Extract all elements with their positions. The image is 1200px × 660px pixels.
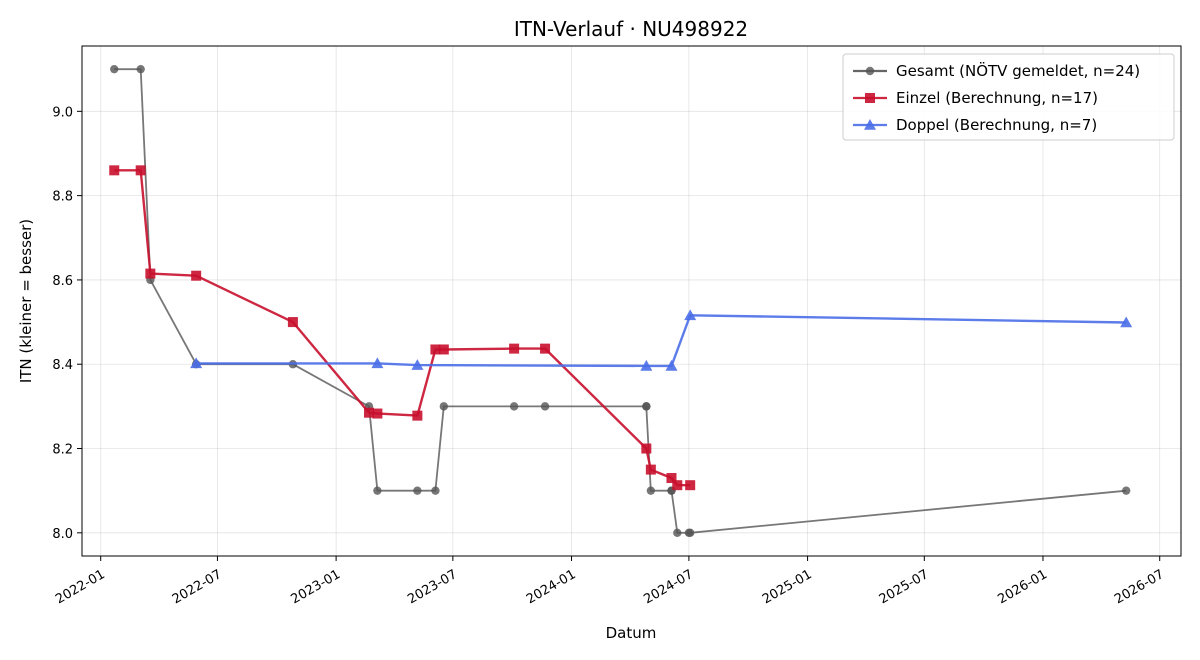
data-point — [190, 357, 203, 369]
data-point — [413, 486, 422, 495]
data-point — [110, 64, 119, 74]
data-point — [685, 528, 695, 538]
data-point — [412, 410, 423, 421]
data-point — [135, 165, 146, 176]
data-point — [666, 473, 677, 484]
data-point — [430, 344, 441, 355]
legend-entry: Doppel (Berechnung, n=7) — [853, 116, 1097, 134]
data-point — [646, 486, 656, 495]
data-point — [540, 343, 551, 354]
y-tick-label: 8.8 — [52, 190, 73, 205]
data-point — [364, 407, 375, 418]
data-point — [673, 528, 682, 538]
data-point — [1120, 316, 1133, 328]
data-point — [145, 268, 156, 279]
data-point — [640, 359, 653, 371]
x-axis-title: Datum — [606, 624, 657, 642]
data-point — [438, 344, 449, 355]
y-axis-title: ITN (kleiner = besser) — [17, 219, 35, 383]
legend-label: Einzel (Berechnung, n=17) — [896, 89, 1098, 107]
legend-marker — [865, 66, 875, 76]
data-point — [191, 270, 202, 281]
data-point — [136, 64, 145, 74]
series-layer — [109, 64, 1133, 538]
plot-frame — [81, 45, 1182, 557]
y-tick-label: 9.0 — [52, 105, 73, 120]
data-point — [645, 464, 656, 475]
series-circle — [110, 64, 1131, 538]
legend: Gesamt (NÖTV gemeldet, n=24) Einzel (Bere… — [842, 53, 1175, 141]
data-point — [411, 359, 424, 370]
data-point — [509, 402, 519, 411]
data-point — [287, 317, 298, 328]
data-point — [431, 486, 440, 495]
chart-title: ITN-Verlauf · NU498922 — [514, 17, 748, 41]
legend-label: Gesamt (NÖTV gemeldet, n=24) — [896, 61, 1140, 80]
data-point — [371, 357, 384, 369]
data-point — [672, 480, 683, 491]
y-tick-label: 8.6 — [52, 274, 73, 289]
y-tick-label: 8.0 — [52, 527, 73, 542]
series-triangle — [190, 309, 1133, 371]
data-point — [665, 359, 678, 371]
legend-marker — [865, 93, 875, 103]
y-tick-label: 8.2 — [52, 443, 73, 458]
legend-label: Doppel (Berechnung, n=7) — [896, 116, 1097, 134]
legend-entry: Gesamt (NÖTV gemeldet, n=24) — [853, 61, 1140, 80]
y-axis: 8.0 8.2 8.4 8.6 8.8 9.0 — [52, 105, 82, 542]
series-square — [109, 165, 696, 491]
legend-entry: Einzel (Berechnung, n=17) — [853, 89, 1098, 107]
data-point — [685, 480, 696, 491]
data-point — [642, 402, 651, 411]
data-point — [540, 402, 550, 411]
legend-box — [842, 53, 1175, 141]
data-point — [373, 486, 382, 495]
data-point — [372, 408, 383, 419]
data-point — [109, 165, 120, 176]
y-tick-label: 8.4 — [52, 358, 73, 373]
data-point — [641, 443, 652, 454]
data-point — [509, 343, 520, 354]
legend-marker — [864, 119, 876, 130]
data-point — [1121, 486, 1131, 495]
data-point — [439, 402, 449, 411]
data-point — [684, 309, 697, 321]
